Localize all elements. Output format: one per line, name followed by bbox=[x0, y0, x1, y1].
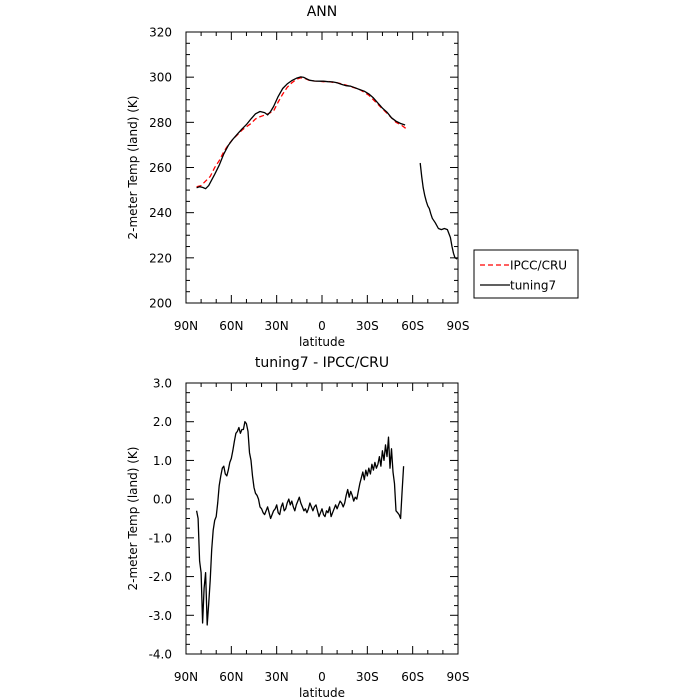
legend-box bbox=[473, 249, 579, 299]
x-axis-label: latitude bbox=[299, 335, 345, 349]
y-tick-label: 260 bbox=[149, 161, 172, 175]
plot-frame bbox=[185, 382, 459, 655]
plot-frame bbox=[185, 31, 459, 304]
x-tick-label: 30N bbox=[265, 670, 289, 684]
y-tick-label: -1.0 bbox=[149, 531, 172, 545]
y-tick-label: 320 bbox=[149, 26, 172, 40]
y-tick-label: -4.0 bbox=[149, 648, 172, 662]
y-tick-label: -3.0 bbox=[149, 609, 172, 623]
panel-difference: tuning7 - IPCC/CRU -4.0 -3.0 -2.0 -1.0 0.0 1.0… bbox=[126, 355, 469, 700]
x-tick-label: 90S bbox=[447, 319, 470, 333]
y-tick-label: 300 bbox=[149, 71, 172, 85]
series-line-ipcc-cru bbox=[196, 77, 408, 188]
x-tick-label: 0 bbox=[318, 319, 326, 333]
series-line-tuning7 bbox=[196, 76, 406, 190]
panel-annual-temperature: ANN 200 220 240 260 280 300 320 90N 60N 30N 0 30S 60S… bbox=[126, 4, 579, 349]
y-axis-label: 2-meter Temp (land) (K) bbox=[126, 96, 140, 240]
x-axis-label: latitude bbox=[299, 686, 345, 700]
x-tick-label: 60S bbox=[401, 319, 424, 333]
x-tick-label: 60S bbox=[401, 670, 424, 684]
x-tick-label: 90N bbox=[174, 319, 198, 333]
y-tick-label: 0.0 bbox=[153, 493, 172, 507]
x-tick-label: 30S bbox=[356, 319, 379, 333]
y-tick-label: 1.0 bbox=[153, 454, 172, 468]
legend-label: IPCC/CRU bbox=[510, 259, 567, 273]
y-tick-label: 220 bbox=[149, 251, 172, 265]
series-line-difference bbox=[195, 421, 405, 626]
chart-title: ANN bbox=[307, 4, 338, 20]
y-tick-label: 2.0 bbox=[153, 415, 172, 429]
y-tick-label: -2.0 bbox=[149, 570, 172, 584]
x-tick-label: 0 bbox=[318, 670, 326, 684]
y-tick-label: 240 bbox=[149, 206, 172, 220]
y-axis-label: 2-meter Temp (land) (K) bbox=[126, 447, 140, 591]
x-tick-label: 90S bbox=[447, 670, 470, 684]
x-tick-label: 60N bbox=[219, 319, 243, 333]
series-line-tuning7 bbox=[419, 162, 458, 260]
y-tick-label: 3.0 bbox=[153, 377, 172, 391]
x-tick-label: 90N bbox=[174, 670, 198, 684]
x-tick-label: 30N bbox=[265, 319, 289, 333]
y-tick-label: 280 bbox=[149, 116, 172, 130]
y-tick-label: 200 bbox=[149, 297, 172, 311]
x-tick-label: 30S bbox=[356, 670, 379, 684]
chart-title: tuning7 - IPCC/CRU bbox=[255, 355, 389, 371]
legend-label: tuning7 bbox=[510, 279, 556, 293]
x-tick-label: 60N bbox=[219, 670, 243, 684]
